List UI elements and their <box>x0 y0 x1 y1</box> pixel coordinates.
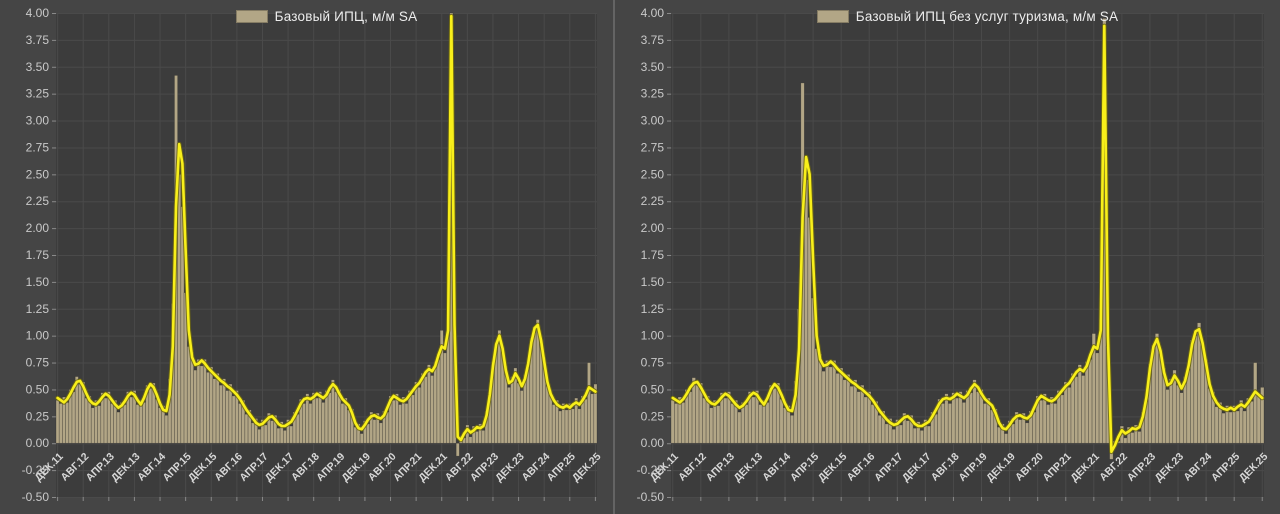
svg-text:-0.50: -0.50 <box>22 490 50 504</box>
chart-panel-core-cpi: Базовый ИПЦ, м/м SA 4.00 3.75 3.50 3.25 3.00… <box>0 0 613 514</box>
svg-text:2.50: 2.50 <box>641 167 665 181</box>
svg-text:3.25: 3.25 <box>641 87 665 101</box>
svg-text:3.00: 3.00 <box>26 114 50 128</box>
svg-text:0.50: 0.50 <box>641 382 665 396</box>
chart-panel-core-cpi-ex-tourism: Базовый ИПЦ без услуг туризма, м/м SA 4.… <box>615 0 1280 514</box>
svg-text:2.00: 2.00 <box>26 221 50 235</box>
line-series <box>55 13 598 443</box>
svg-text:2.25: 2.25 <box>641 194 665 208</box>
chart-core-cpi-ex-tourism: 4.00 3.75 3.50 3.25 3.00 2.75 2.50 2.25 2.00 1.75… <box>637 6 1271 504</box>
svg-text:0.25: 0.25 <box>641 409 665 423</box>
svg-text:3.50: 3.50 <box>641 60 665 74</box>
svg-text:2.75: 2.75 <box>26 140 50 154</box>
panel-divider <box>613 0 615 514</box>
svg-text:3.75: 3.75 <box>641 33 665 47</box>
y-axis-labels: 4.00 3.75 3.50 3.25 3.00 2.75 2.50 2.25 2.00 1.75… <box>637 6 665 504</box>
svg-text:4.00: 4.00 <box>26 6 50 20</box>
axis-ticks <box>667 13 1263 501</box>
svg-text:1.50: 1.50 <box>26 275 50 289</box>
chart-core-cpi: 4.00 3.75 3.50 3.25 3.00 2.75 2.50 2.25 2.00 1.75… <box>22 6 604 504</box>
svg-text:-0.25: -0.25 <box>637 463 665 477</box>
svg-text:0.75: 0.75 <box>641 356 665 370</box>
svg-text:2.25: 2.25 <box>26 194 50 208</box>
svg-text:1.50: 1.50 <box>641 275 665 289</box>
svg-text:1.75: 1.75 <box>26 248 50 262</box>
svg-text:1.25: 1.25 <box>641 302 665 316</box>
svg-text:1.00: 1.00 <box>26 329 50 343</box>
svg-text:1.75: 1.75 <box>641 248 665 262</box>
svg-text:1.25: 1.25 <box>26 302 50 316</box>
svg-text:0.75: 0.75 <box>26 356 50 370</box>
svg-text:2.50: 2.50 <box>26 167 50 181</box>
line-series <box>670 23 1265 455</box>
svg-text:2.00: 2.00 <box>641 221 665 235</box>
bars-series <box>55 12 598 457</box>
svg-text:3.00: 3.00 <box>641 114 665 128</box>
axis-ticks <box>52 13 596 501</box>
svg-text:-0.25: -0.25 <box>22 463 50 477</box>
svg-text:-0.50: -0.50 <box>637 490 665 504</box>
svg-text:4.00: 4.00 <box>641 6 665 20</box>
svg-text:0.25: 0.25 <box>26 409 50 423</box>
svg-text:1.00: 1.00 <box>641 329 665 343</box>
svg-text:3.25: 3.25 <box>26 87 50 101</box>
svg-text:3.50: 3.50 <box>26 60 50 74</box>
y-axis-labels: 4.00 3.75 3.50 3.25 3.00 2.75 2.50 2.25 2.00 1.75… <box>22 6 50 504</box>
svg-text:0.00: 0.00 <box>641 436 665 450</box>
svg-text:3.75: 3.75 <box>26 33 50 47</box>
svg-text:0.50: 0.50 <box>26 382 50 396</box>
svg-text:2.75: 2.75 <box>641 140 665 154</box>
svg-text:0.00: 0.00 <box>26 436 50 450</box>
